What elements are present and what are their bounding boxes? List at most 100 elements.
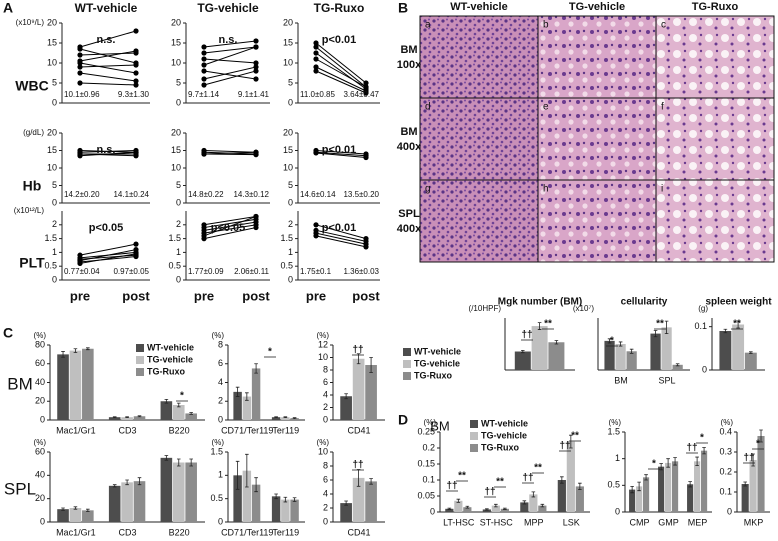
bar <box>160 401 173 420</box>
subject-line <box>203 224 257 234</box>
y-tick-label: 4 <box>323 488 328 498</box>
bar <box>340 396 352 420</box>
row-label: 400x <box>397 223 422 235</box>
bar <box>290 418 299 420</box>
y-tick-label: 6 <box>323 474 328 484</box>
bar <box>242 396 252 420</box>
y-tick-label: 2 <box>52 219 57 229</box>
unit-label: (%) <box>609 418 622 427</box>
subject-line <box>79 50 137 62</box>
bar <box>671 461 679 512</box>
mean-sd: 14.3±0.12 <box>233 190 269 199</box>
legend-swatch <box>403 360 411 368</box>
subject-line <box>203 216 257 226</box>
y-tick-label: 4 <box>323 389 328 399</box>
subject-line <box>315 42 367 84</box>
point <box>77 80 83 86</box>
bar <box>160 457 173 522</box>
significance: p<0.01 <box>322 222 357 234</box>
significance: †† <box>484 487 495 498</box>
unit-label: (%) <box>317 331 330 340</box>
bar <box>69 508 82 522</box>
y-tick-label: 0 <box>288 274 293 284</box>
bar <box>281 417 290 420</box>
y-tick-label: 0.5 <box>280 261 293 271</box>
error-bar <box>235 460 240 490</box>
y-tick-label: 60 <box>35 358 45 368</box>
y-tick-label: 15 <box>283 145 293 155</box>
y-tick-label: 2 <box>176 219 181 229</box>
x-tick-label: CD3 <box>118 527 136 537</box>
bar <box>121 482 133 522</box>
x-tick-label: CD71/Ter119 <box>221 527 273 537</box>
y-tick-label: 1.5 <box>607 426 620 436</box>
mean-sd: 0.97±0.05 <box>113 267 149 276</box>
bar <box>661 327 672 370</box>
error-bar <box>86 347 90 351</box>
error-bar <box>235 386 240 397</box>
y-tick-label: 15 <box>171 145 181 155</box>
error-bar <box>369 357 373 373</box>
bar <box>242 470 252 522</box>
point <box>201 68 207 74</box>
error-bar <box>521 349 525 354</box>
unit-label: (%) <box>424 418 437 427</box>
micrograph <box>655 179 775 263</box>
chart-title: cellularity <box>621 297 668 308</box>
unit-label: (g) <box>698 304 708 313</box>
y-tick-label: 20 <box>283 127 293 137</box>
point <box>133 251 139 257</box>
subject-line <box>203 153 257 156</box>
row-label: BM <box>400 44 417 56</box>
bar <box>650 333 661 370</box>
point <box>363 90 369 96</box>
x-tick-label: CD71/Ter119 <box>221 425 273 435</box>
subject-line <box>203 150 257 153</box>
y-tick-label: 5 <box>52 180 57 190</box>
significance: ** <box>496 477 504 488</box>
x-tick-label: ST-HSC <box>480 517 514 527</box>
significance: * <box>268 347 272 358</box>
y-tick-label: 0 <box>218 414 223 424</box>
significance: * <box>756 439 760 450</box>
error-bar <box>112 484 117 488</box>
point <box>313 64 319 70</box>
error-bar <box>494 503 498 508</box>
micrograph <box>419 97 539 181</box>
y-tick-label: 0 <box>727 506 732 516</box>
error-bar <box>578 482 582 490</box>
y-tick-label: 0 <box>288 97 293 107</box>
unit-label: (%) <box>317 438 330 447</box>
y-tick-label: 0.1 <box>422 474 435 484</box>
x-tick-label: CD41 <box>347 425 370 435</box>
legend-label: TG-Ruxo <box>147 366 185 376</box>
y-tick-label: 5 <box>288 77 293 87</box>
point <box>253 213 259 220</box>
error-bar <box>723 328 728 334</box>
x-tick-label: SPL <box>658 375 675 385</box>
subject-line <box>79 150 137 153</box>
point <box>133 28 139 34</box>
error-bar <box>759 429 763 443</box>
error-bar <box>86 508 90 512</box>
y-tick-label: 8 <box>323 364 328 374</box>
x-tick-label: pre <box>306 288 326 303</box>
point <box>253 38 259 44</box>
micrograph <box>537 15 657 99</box>
significance: * <box>652 459 656 470</box>
point <box>253 64 259 70</box>
legend-swatch <box>470 420 478 428</box>
point <box>77 151 83 157</box>
significance: †† <box>446 481 457 492</box>
point <box>133 78 139 84</box>
y-tick-label: 20 <box>283 17 293 27</box>
y-tick-label: 40 <box>35 470 45 480</box>
subject-line <box>79 72 137 82</box>
subject-line <box>315 224 367 240</box>
y-tick-label: 6 <box>323 377 328 387</box>
bar <box>454 500 463 512</box>
point <box>313 150 319 156</box>
x-tick-label: pre <box>194 288 214 303</box>
legend-label: TG-Ruxo <box>414 370 452 380</box>
